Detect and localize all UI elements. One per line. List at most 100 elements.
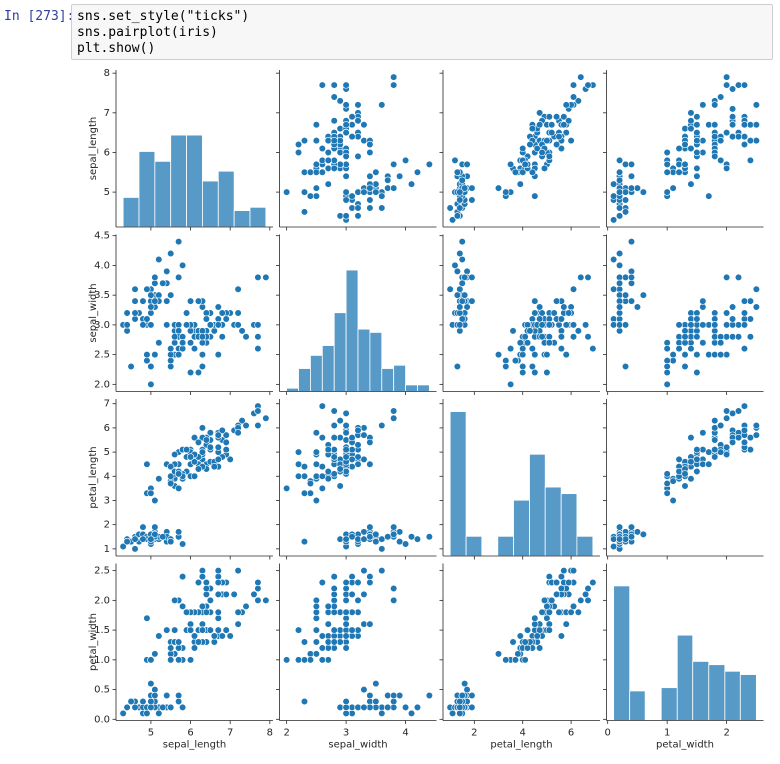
scatter-point [342, 709, 350, 717]
scatter-point [206, 443, 214, 451]
scatter-point [348, 572, 356, 581]
scatter-point [175, 273, 183, 281]
scatter-point [202, 315, 210, 323]
y-tick-label: 0.0 [94, 714, 110, 725]
scatter-point [330, 156, 338, 164]
scatter-point [324, 156, 332, 164]
scatter-point [171, 626, 179, 634]
scatter-point [615, 212, 624, 220]
scatter-point [675, 339, 683, 347]
scatter-point [147, 697, 155, 706]
scatter-point [348, 113, 356, 121]
scatter-point [511, 356, 520, 365]
code-cell[interactable]: sns.set_style("ticks") sns.pairplot(iris… [71, 4, 773, 60]
hist-bar [138, 151, 156, 228]
scatter-point [354, 133, 362, 141]
scatter-point [384, 703, 392, 712]
scatter-point [254, 596, 262, 604]
scatter-point [425, 533, 433, 541]
scatter-point [711, 333, 719, 341]
scatter-point [538, 148, 546, 157]
scatter-point [574, 97, 582, 105]
scatter-point [330, 608, 338, 616]
scatter-point [615, 291, 624, 299]
scatter-point [342, 535, 350, 543]
scatter-point [147, 380, 155, 388]
y-tick-label: 0.5 [94, 685, 110, 696]
scatter-point [131, 297, 139, 305]
scatter-point [533, 632, 541, 640]
scatter-point [318, 656, 326, 664]
scatter-point [348, 608, 356, 616]
hist-bar [449, 411, 467, 557]
scatter-point [167, 463, 175, 471]
scatter-point [615, 188, 624, 196]
scatter-point [396, 538, 404, 546]
scatter-point [519, 362, 527, 371]
scatter-point [336, 160, 344, 168]
scatter-point [226, 632, 234, 640]
scatter-point [300, 489, 309, 497]
scatter-point [151, 279, 159, 287]
scatter-point [711, 101, 719, 109]
scatter-point [711, 315, 719, 323]
scatter-point [306, 168, 315, 176]
scatter-point [390, 530, 398, 538]
scatter-point [242, 602, 250, 610]
scatter-point [139, 321, 147, 329]
scatter-point [705, 192, 713, 200]
scatter-point [234, 321, 242, 329]
scatter-point [545, 608, 553, 616]
scatter-point [502, 362, 510, 371]
scatter-point [300, 472, 309, 480]
x-axis-label: petal_width [656, 740, 714, 751]
scatter-point [567, 608, 575, 616]
scatter-point [123, 327, 131, 335]
scatter-point [567, 303, 575, 311]
scatter-point [550, 309, 558, 317]
scatter-point [378, 421, 386, 430]
scatter-point [728, 409, 737, 417]
scatter-point [348, 433, 356, 442]
scatter-point [446, 285, 454, 293]
scatter-point [562, 351, 570, 359]
y-tick-label: 4.0 [94, 260, 110, 271]
scatter-point [366, 148, 374, 157]
scatter-point [354, 426, 362, 434]
scatter-point [318, 81, 326, 89]
hist-bar [529, 453, 546, 557]
scatter-point [214, 351, 222, 359]
scatter-point [131, 545, 139, 553]
scatter-point [336, 535, 344, 543]
scatter-point [354, 608, 362, 616]
scatter-point [681, 140, 689, 149]
scatter-point [663, 345, 671, 353]
scatter-point [663, 339, 671, 347]
scatter-point [663, 188, 671, 196]
scatter-point [699, 101, 707, 109]
scatter-point [545, 620, 553, 628]
scatter-point [569, 567, 578, 575]
hist-bar [333, 312, 347, 392]
scatter-point [312, 602, 320, 610]
scatter-point [218, 632, 226, 640]
scatter-point [175, 691, 183, 700]
scatter-point [639, 188, 647, 196]
scatter-point [202, 590, 210, 599]
y-tick-label: 5 [104, 447, 110, 458]
scatter-point [511, 656, 520, 664]
scatter-point [342, 421, 350, 430]
hist-bar [576, 535, 594, 557]
scatter-point [300, 638, 309, 646]
scatter-point [705, 121, 713, 129]
scatter-point [342, 446, 350, 454]
scatter-point [143, 709, 151, 717]
scatter-point [312, 608, 320, 616]
scatter-point [167, 472, 175, 480]
scatter-point [565, 117, 573, 125]
hist-bar [692, 661, 710, 721]
scatter-point [681, 160, 689, 168]
hist-bar [513, 499, 530, 557]
code-line: sns.set_style("ticks") [77, 9, 250, 24]
scatter-point [453, 362, 461, 371]
